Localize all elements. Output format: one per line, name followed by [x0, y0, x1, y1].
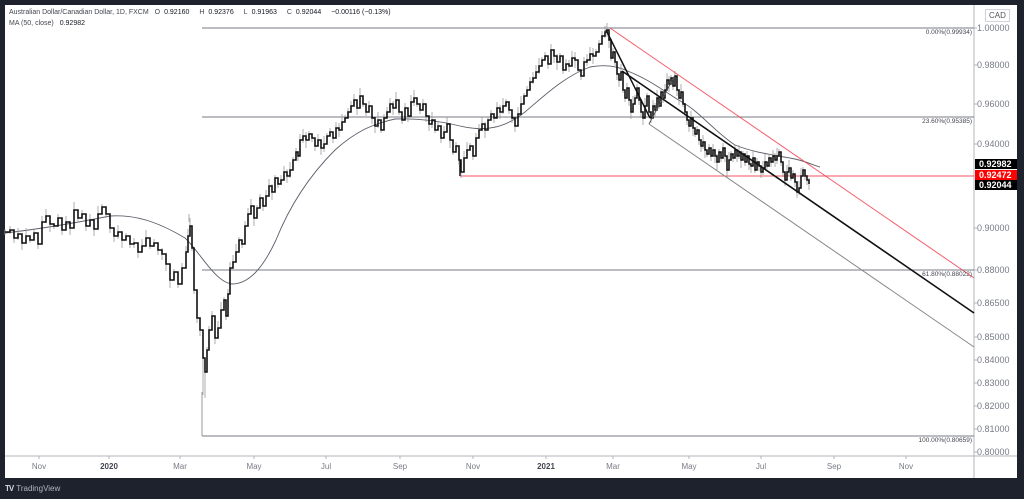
price-tick-label: 0.81000 [977, 424, 1010, 434]
price-badge: 0.92982 [975, 159, 1017, 169]
time-tick-label: Mar [173, 462, 187, 471]
time-tick-label: Jul [320, 462, 332, 471]
price-badge: 0.92044 [975, 180, 1017, 190]
time-tick-label: May [246, 462, 262, 471]
price-candles-wicks [4, 23, 810, 398]
legend-ma-row: MA (50, close) 0.92982 [9, 18, 395, 29]
price-axis-ticks [974, 27, 977, 453]
steep-bold-trendline[interactable] [605, 29, 651, 119]
time-tick-label: Sep [392, 462, 408, 471]
time-tick-label: Jul [755, 462, 767, 471]
channel-lower-thin-trendline[interactable] [648, 123, 975, 348]
high-value: H 0.92376 [199, 9, 234, 16]
chart-panel[interactable] [5, 5, 1017, 478]
price-candles [5, 29, 810, 373]
price-tick-label: 0.85000 [977, 332, 1010, 342]
time-tick-label: 2020 [100, 462, 118, 471]
change-value: −0.00116 (−0.13%) [331, 9, 391, 16]
time-tick-label: Nov [898, 462, 914, 471]
legend-ohlc-row: Australian Dollar/Canadian Dollar, 1D, F… [9, 7, 395, 18]
currency-tag[interactable]: CAD [985, 9, 1010, 22]
price-tick-label: 0.80000 [977, 447, 1010, 457]
chart-legend: Australian Dollar/Canadian Dollar, 1D, F… [9, 7, 395, 29]
price-badge: 0.92472 [975, 170, 1017, 180]
low-value: L 0.91963 [243, 9, 277, 16]
time-tick-label: Sep [826, 462, 842, 471]
close-value: C 0.92044 [286, 9, 322, 16]
price-tick-label: 0.94000 [977, 139, 1010, 149]
ma-value: 0.92982 [59, 20, 86, 27]
time-tick-label: Nov [465, 462, 481, 471]
pitch-connector-line [648, 74, 676, 125]
channel-mid-bold-trendline[interactable] [621, 70, 975, 314]
tradingview-logo-icon[interactable]: TV [5, 484, 14, 493]
time-tick-label: May [681, 462, 697, 471]
price-tick-label: 0.96000 [977, 99, 1010, 109]
fib-level-label: 0.00%(0.99934) [925, 29, 972, 36]
symbol-title[interactable]: Australian Dollar/Canadian Dollar, 1D, F… [9, 9, 149, 16]
price-tick-label: 0.90000 [977, 223, 1010, 233]
time-tick-label: 2021 [537, 462, 555, 471]
open-value: O 0.92160 [154, 9, 190, 16]
fib-level-label: 23.60%(0.95385) [922, 118, 972, 125]
footer: TV TradingView [5, 484, 60, 493]
price-tick-label: 0.98000 [977, 60, 1010, 70]
ma-label[interactable]: MA (50, close) [9, 20, 54, 27]
time-tick-label: Nov [31, 462, 47, 471]
moving-average-line [4, 65, 821, 285]
price-tick-label: 0.82000 [977, 401, 1010, 411]
price-tick-label: 0.86500 [977, 298, 1010, 308]
price-tick-label: 0.88000 [977, 265, 1010, 275]
tradingview-brand[interactable]: TradingView [16, 484, 61, 493]
price-tick-label: 0.84000 [977, 355, 1010, 365]
channel-upper-red-trendline[interactable] [609, 27, 975, 279]
time-axis-ticks [38, 456, 907, 459]
fib-level-label: 100.00%(0.80659) [918, 437, 973, 444]
price-tick-label: 1.00000 [977, 23, 1010, 33]
price-tick-label: 0.83000 [977, 378, 1010, 388]
fib-level-label: 61.80%(0.88022) [922, 271, 972, 278]
time-tick-label: Mar [606, 462, 620, 471]
fibonacci-retracement[interactable] [202, 27, 974, 437]
